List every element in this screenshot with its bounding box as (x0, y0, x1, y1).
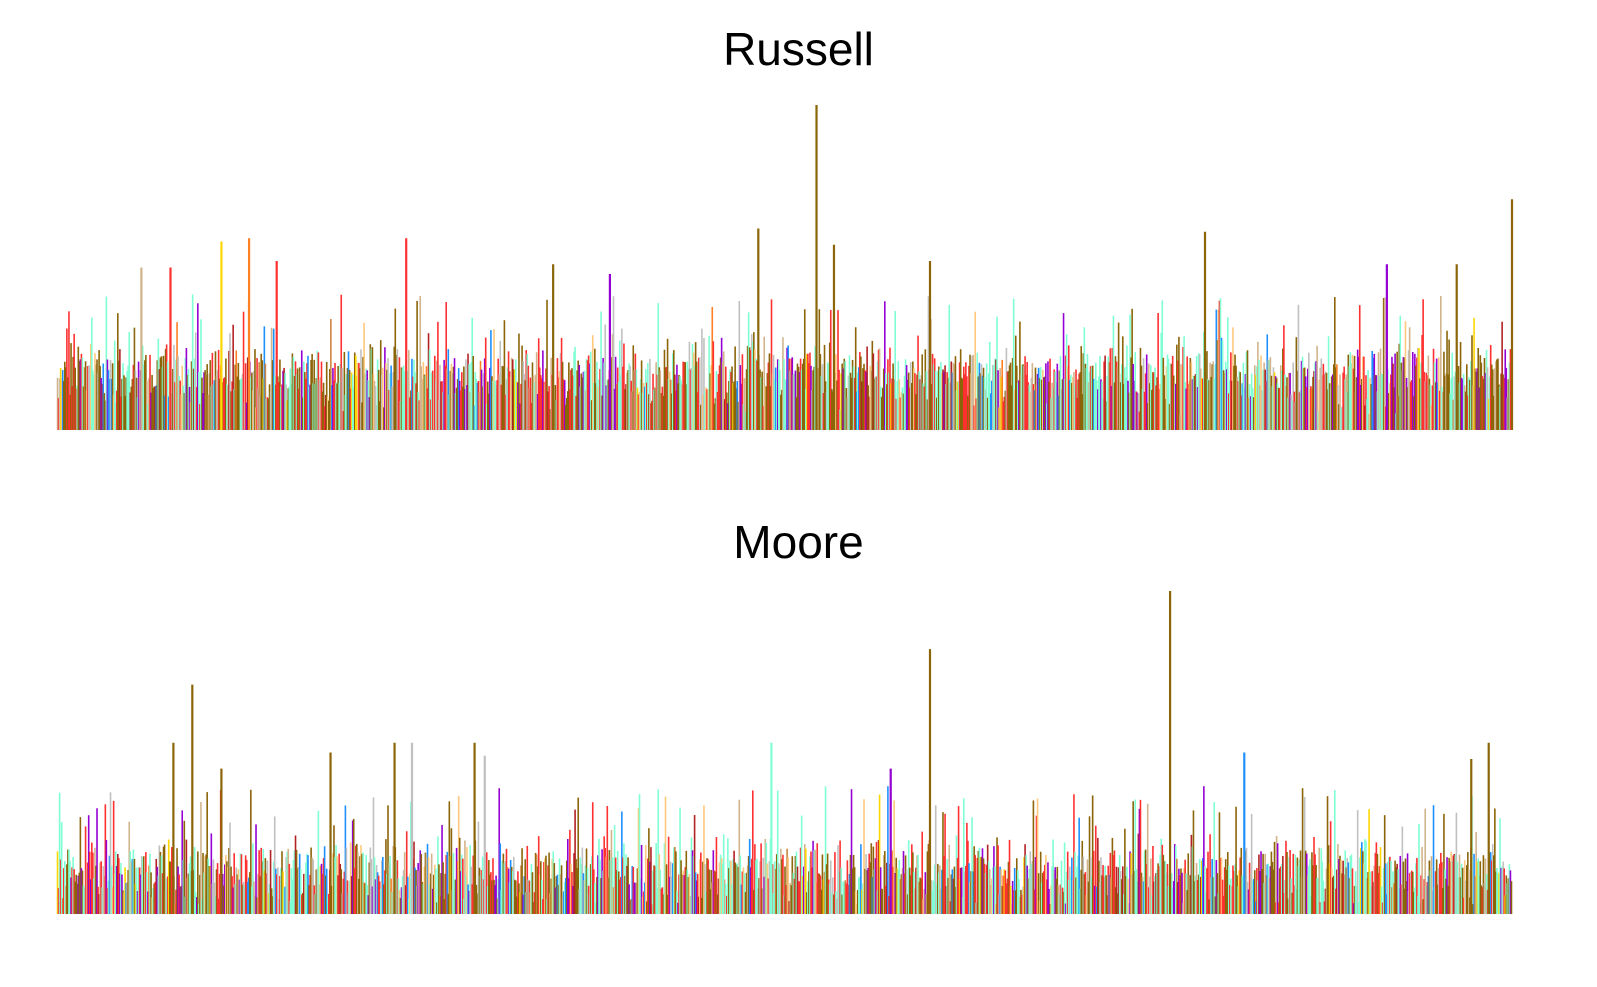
bar-chart-moore (56, 591, 1513, 914)
chart-title: Moore (733, 516, 864, 568)
chart-panel-russell: Russell (0, 0, 1597, 470)
bar-group (56, 105, 1514, 430)
bar-group (56, 591, 1513, 914)
chart-title: Russell (723, 23, 874, 75)
chart-panel-moore: Moore (0, 493, 1597, 963)
bar-chart-russell (56, 105, 1514, 430)
